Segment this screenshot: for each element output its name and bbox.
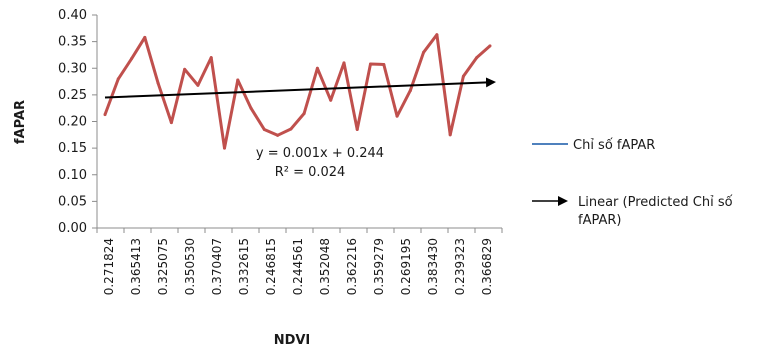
- data-point: [302, 112, 306, 116]
- legend-label-trendline-line2: fAPAR): [578, 213, 621, 228]
- y-tick-label: 0.25: [58, 88, 87, 103]
- data-point: [422, 50, 426, 54]
- y-tick-label: 0.40: [58, 8, 87, 23]
- data-point: [355, 127, 359, 131]
- x-tick-label: 0.370407: [210, 238, 224, 295]
- x-tick-label: 0.332615: [237, 238, 251, 295]
- data-point: [130, 57, 134, 61]
- x-tick-label: 0.365413: [129, 238, 143, 295]
- data-point: [196, 83, 200, 87]
- x-tick-label: 0.269195: [399, 238, 413, 295]
- x-tick-label: 0.366829: [480, 238, 494, 295]
- y-tick-label: 0.15: [58, 141, 87, 156]
- data-point: [369, 62, 373, 66]
- x-tick-label: 0.239323: [453, 238, 467, 295]
- y-tick-label: 0.20: [58, 115, 87, 130]
- x-tick-label: 0.359279: [372, 238, 386, 295]
- data-point: [289, 127, 293, 131]
- legend: Chỉ số fAPAR Linear (Predicted Chỉ số fA…: [532, 138, 733, 228]
- data-point: [315, 66, 319, 70]
- data-point: [475, 56, 479, 60]
- data-point: [276, 133, 280, 137]
- trendline-r2: R² = 0.024: [275, 165, 346, 180]
- x-axis-ticks: 0.271824 0.365413 0.325075 0.350530 0.370407…: [96, 228, 503, 295]
- data-point: [183, 67, 187, 71]
- y-tick-label: 0.30: [58, 61, 87, 76]
- data-point: [448, 133, 452, 137]
- y-tick-label: 0.05: [58, 194, 87, 209]
- x-tick-label: 0.325075: [156, 238, 170, 295]
- legend-label-trendline-line1: Linear (Predicted Chỉ số: [578, 195, 733, 210]
- x-tick-label: 0.271824: [102, 238, 116, 295]
- x-tick-label: 0.383430: [426, 238, 440, 295]
- y-tick-label: 0.00: [58, 221, 87, 236]
- data-point: [103, 113, 107, 117]
- data-point: [222, 146, 226, 150]
- x-axis-title: NDVI: [274, 333, 311, 348]
- y-tick-label: 0.35: [58, 35, 87, 50]
- data-point: [342, 61, 346, 65]
- data-point: [169, 121, 173, 125]
- data-point: [209, 56, 213, 60]
- data-point: [249, 106, 253, 110]
- data-point: [262, 127, 266, 131]
- y-tick-label: 0.10: [58, 168, 87, 183]
- data-point: [395, 114, 399, 118]
- trendline-equation: y = 0.001x + 0.244: [256, 146, 384, 161]
- data-point: [408, 89, 412, 93]
- data-point: [143, 35, 147, 39]
- legend-label-series: Chỉ số fAPAR: [573, 138, 655, 153]
- data-point: [382, 63, 386, 67]
- data-point: [329, 98, 333, 102]
- y-axis-ticks: 0.00 0.05 0.10 0.15 0.20 0.25 0.30 0.35 0.40: [58, 8, 97, 236]
- x-tick-label: 0.246815: [264, 238, 278, 295]
- data-point: [488, 44, 492, 48]
- series-group: [103, 33, 492, 150]
- x-tick-label: 0.350530: [183, 238, 197, 295]
- x-tick-label: 0.362216: [345, 238, 359, 295]
- data-point: [461, 74, 465, 78]
- data-point: [116, 77, 120, 81]
- data-point: [435, 33, 439, 37]
- series-line: [103, 33, 491, 150]
- data-point: [236, 78, 240, 82]
- x-tick-label: 0.352048: [318, 238, 332, 295]
- trendline: [104, 77, 496, 99]
- y-axis-title: fAPAR: [13, 100, 28, 144]
- data-point: [156, 81, 160, 85]
- x-tick-label: 0.244561: [291, 238, 305, 295]
